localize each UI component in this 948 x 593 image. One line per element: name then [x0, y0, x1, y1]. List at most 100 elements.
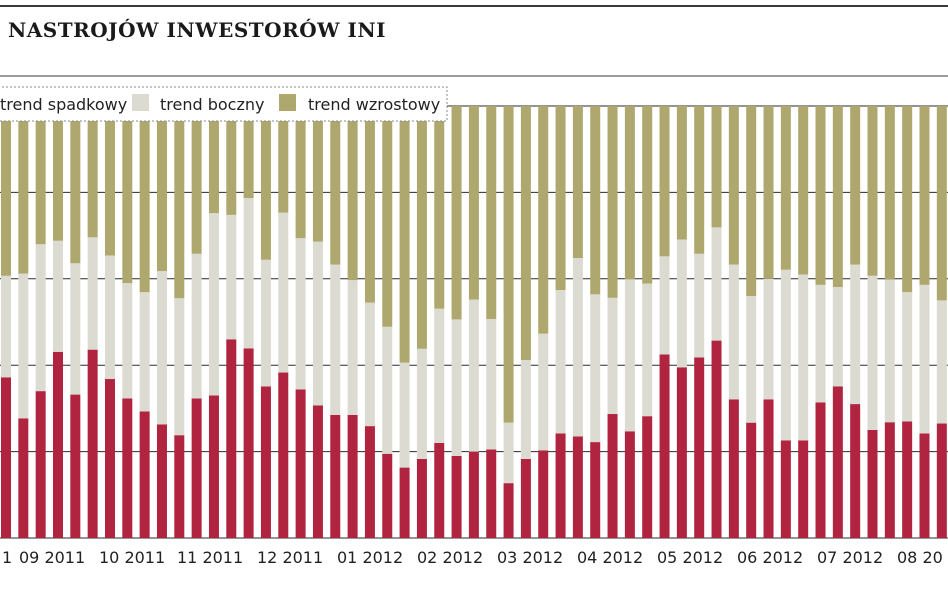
bar-up-53: [919, 106, 930, 285]
bar-side-43: [746, 296, 757, 423]
bar-up-21: [364, 106, 375, 303]
bar-side-51: [884, 279, 895, 423]
chart-title: NASTROJÓW INWESTORÓW INI: [8, 17, 386, 42]
bar-side-34: [590, 294, 601, 443]
bar-down-3: [52, 351, 63, 538]
bar-side-3: [52, 240, 63, 352]
bar-side-45: [780, 269, 791, 441]
x-axis-ticks: 1 09 2011 10 2011 11 2011 12 2011 01 2012 02 2…: [2, 548, 943, 567]
bar-up-3: [52, 106, 63, 241]
legend-label-side: trend boczny: [160, 95, 264, 114]
bar-side-46: [798, 274, 809, 441]
legend-swatch-up: [279, 94, 296, 111]
bar-up-9: [156, 106, 167, 272]
legend-box: [0, 86, 448, 122]
bar-up-46: [798, 106, 809, 275]
bar-down-53: [919, 433, 930, 538]
bar-side-33: [572, 258, 583, 437]
bar-down-39: [676, 367, 687, 538]
bar-up-22: [382, 106, 393, 327]
bar-side-21: [364, 302, 375, 427]
bar-down-25: [434, 442, 445, 538]
x-tick-label-9: 05 2012: [657, 548, 723, 567]
bar-up-50: [867, 106, 878, 276]
bar-side-24: [416, 348, 427, 459]
bars: [1, 106, 947, 538]
bar-up-33: [572, 106, 583, 259]
bar-up-12: [208, 106, 219, 214]
bar-down-16: [278, 372, 289, 538]
x-tick-label-10: 06 2012: [737, 548, 803, 567]
bar-down-18: [312, 405, 323, 538]
bar-up-19: [330, 106, 341, 265]
x-tick-label-2: 10 2011: [99, 548, 165, 567]
bar-up-2: [35, 106, 46, 245]
bar-up-6: [104, 106, 115, 256]
x-tick-label-5: 01 2012: [337, 548, 403, 567]
x-tick-label-11: 07 2012: [817, 548, 883, 567]
bar-side-25: [434, 308, 445, 443]
bar-down-20: [347, 414, 358, 538]
bar-down-15: [260, 386, 271, 538]
bar-side-39: [676, 239, 687, 368]
bar-side-49: [850, 264, 861, 405]
bar-up-35: [607, 106, 618, 298]
bar-up-20: [347, 106, 358, 281]
bar-side-8: [139, 292, 150, 412]
bar-up-10: [174, 106, 185, 299]
bar-side-50: [867, 275, 878, 430]
legend-label-up: trend wzrostowy: [308, 95, 440, 114]
bar-side-42: [728, 264, 739, 400]
bar-side-27: [468, 299, 479, 452]
bar-side-40: [694, 253, 705, 358]
bar-up-39: [676, 106, 687, 240]
bar-side-7: [122, 283, 133, 399]
x-tick-label-7: 03 2012: [497, 548, 563, 567]
bar-side-38: [659, 256, 670, 355]
bar-down-49: [850, 404, 861, 538]
bar-down-23: [399, 467, 410, 538]
bar-down-0: [1, 377, 11, 538]
bar-side-41: [711, 227, 722, 341]
bar-side-18: [312, 241, 323, 406]
bar-down-28: [486, 449, 497, 538]
bar-up-27: [468, 106, 479, 300]
x-tick-label-3: 11 2011: [177, 548, 243, 567]
bar-down-30: [520, 458, 531, 538]
bar-down-35: [607, 414, 618, 538]
bar-up-1: [18, 106, 29, 274]
bar-down-33: [572, 436, 583, 538]
legend-swatch-side: [132, 94, 149, 111]
bar-side-15: [260, 259, 271, 387]
bar-down-44: [763, 399, 774, 538]
bar-up-31: [538, 106, 549, 334]
bar-down-22: [382, 453, 393, 538]
bar-down-34: [590, 442, 601, 538]
bar-up-52: [902, 106, 913, 293]
bar-side-2: [35, 244, 46, 392]
bar-down-5: [87, 349, 98, 538]
x-tick-label-1: 09 2011: [19, 548, 85, 567]
bar-down-4: [70, 394, 81, 538]
bar-up-16: [278, 106, 289, 213]
bar-side-47: [815, 284, 826, 403]
bar-up-15: [260, 106, 271, 260]
bar-up-32: [555, 106, 566, 291]
x-tick-label-0: 1: [2, 548, 12, 567]
bar-up-7: [122, 106, 133, 284]
bar-side-11: [191, 253, 202, 399]
bar-down-9: [156, 424, 167, 538]
bar-up-38: [659, 106, 670, 257]
bar-up-44: [763, 106, 774, 279]
bar-up-40: [694, 106, 705, 254]
bar-side-48: [832, 287, 843, 387]
bar-up-23: [399, 106, 410, 363]
bar-down-11: [191, 398, 202, 538]
bar-side-37: [642, 283, 653, 417]
bar-down-32: [555, 433, 566, 538]
bar-side-4: [70, 263, 81, 395]
legend-label-down: trend spadkowy: [0, 95, 127, 114]
bar-down-12: [208, 395, 219, 538]
bar-down-27: [468, 451, 479, 538]
